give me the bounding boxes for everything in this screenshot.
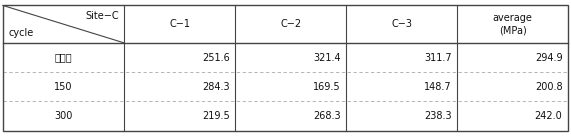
Text: 150: 150 bbox=[54, 82, 73, 92]
Text: 초기값: 초기값 bbox=[55, 53, 73, 63]
Text: C−2: C−2 bbox=[280, 19, 301, 29]
Text: cycle: cycle bbox=[9, 27, 34, 38]
Text: 200.8: 200.8 bbox=[535, 82, 562, 92]
Text: average
(MPa): average (MPa) bbox=[493, 13, 533, 35]
Text: 238.3: 238.3 bbox=[424, 111, 452, 121]
Text: Site−C: Site−C bbox=[85, 11, 119, 21]
Text: 294.9: 294.9 bbox=[535, 53, 562, 63]
Text: 284.3: 284.3 bbox=[202, 82, 230, 92]
Text: C−3: C−3 bbox=[391, 19, 412, 29]
Text: 251.6: 251.6 bbox=[202, 53, 230, 63]
Text: C−1: C−1 bbox=[170, 19, 190, 29]
Text: 148.7: 148.7 bbox=[424, 82, 452, 92]
Text: 268.3: 268.3 bbox=[313, 111, 340, 121]
Text: 169.5: 169.5 bbox=[313, 82, 340, 92]
Text: 219.5: 219.5 bbox=[202, 111, 230, 121]
Text: 311.7: 311.7 bbox=[424, 53, 452, 63]
Text: 242.0: 242.0 bbox=[534, 111, 562, 121]
Text: 321.4: 321.4 bbox=[313, 53, 340, 63]
Text: 300: 300 bbox=[54, 111, 73, 121]
